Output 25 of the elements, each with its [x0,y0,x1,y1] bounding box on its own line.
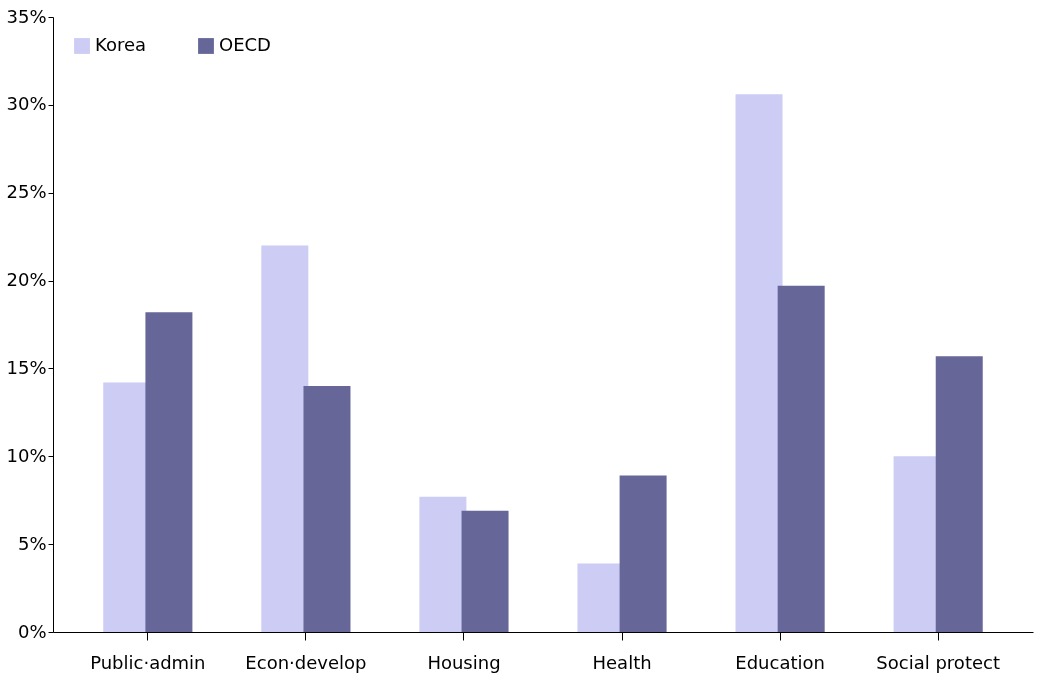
x-tick-label: Social protect [876,651,1000,673]
bar [935,356,983,632]
y-tick-label: 30% [6,93,47,115]
bar [461,510,509,632]
y-tick-label: 10% [6,444,47,466]
bar [261,245,309,632]
y-tick-label: 25% [6,181,47,203]
x-tick-label: Econ·develop [245,651,367,673]
bar [735,94,783,632]
bar [619,475,667,632]
bar [419,496,467,632]
x-tick-label: Public·admin [90,651,206,673]
bar [303,386,351,632]
x-tick-label: Housing [427,651,501,673]
x-tick-label: Education [735,651,825,673]
y-tick-label: 20% [6,269,47,291]
x-tick-label: Health [592,651,652,673]
legend-label: OECD [219,34,271,55]
bar [777,285,825,632]
y-tick-label: 35% [6,5,47,27]
y-tick-label: 5% [17,532,47,554]
y-tick-label: 15% [6,356,47,378]
legend-label: Korea [95,34,147,55]
y-tick-label: 0% [17,620,47,642]
bar [145,312,193,632]
